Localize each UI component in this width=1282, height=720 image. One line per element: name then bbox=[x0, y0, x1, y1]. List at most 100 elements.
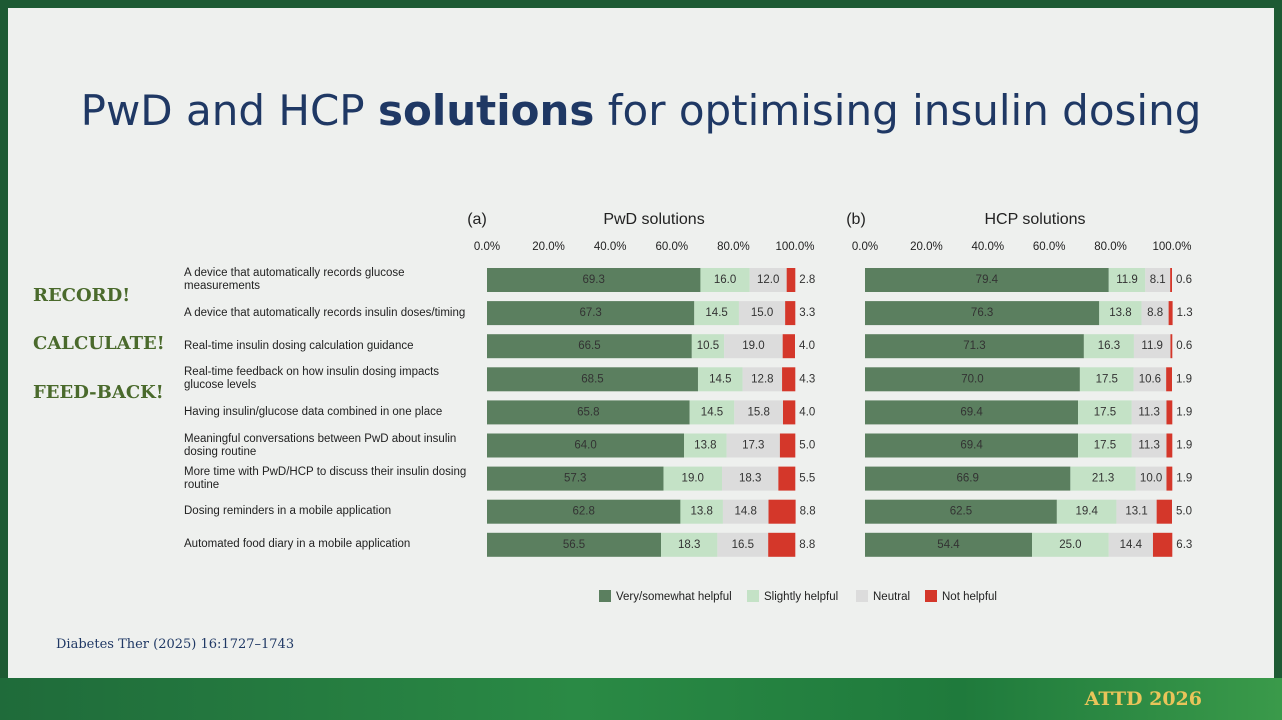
value-label: 69.3 bbox=[583, 274, 605, 286]
value-label: 16.0 bbox=[714, 274, 736, 286]
x-tick-label: 20.0% bbox=[910, 241, 943, 253]
value-label: 68.5 bbox=[581, 373, 603, 385]
value-label: 5.0 bbox=[799, 440, 815, 452]
chart-title: PwD solutions bbox=[603, 211, 704, 228]
x-tick-label: 80.0% bbox=[1094, 241, 1127, 253]
bar-segment bbox=[487, 499, 681, 524]
value-label: 17.5 bbox=[1094, 440, 1116, 452]
bar-segment bbox=[785, 301, 796, 326]
value-label: 14.8 bbox=[735, 506, 757, 518]
x-tick-label: 40.0% bbox=[594, 241, 627, 253]
bar-segment bbox=[680, 499, 723, 524]
panel-label: (a) bbox=[467, 211, 487, 228]
value-label: 1.9 bbox=[1176, 373, 1192, 385]
bar-segment bbox=[768, 499, 796, 524]
value-label: 57.3 bbox=[564, 473, 586, 485]
bar-segment bbox=[1141, 301, 1169, 326]
value-label: 76.3 bbox=[971, 307, 993, 319]
bar-segment bbox=[779, 433, 796, 458]
bar-segment bbox=[786, 268, 796, 292]
bar-segment bbox=[865, 433, 1079, 458]
value-label: 69.4 bbox=[960, 406, 983, 418]
bar-segment bbox=[865, 499, 1057, 524]
bar-segment bbox=[1099, 301, 1142, 326]
bar-segment bbox=[691, 334, 725, 359]
chart-title: HCP solutions bbox=[984, 211, 1085, 228]
category-label: Having insulin/glucose data combined in … bbox=[184, 405, 443, 418]
value-label: 66.5 bbox=[578, 340, 600, 352]
bar-segment bbox=[1083, 334, 1134, 359]
x-tick-label: 100.0% bbox=[775, 241, 814, 253]
value-label: 15.0 bbox=[751, 307, 773, 319]
bar-segment bbox=[1131, 400, 1167, 425]
value-label: 54.4 bbox=[937, 539, 960, 551]
value-label: 62.8 bbox=[573, 506, 595, 518]
bar-segment bbox=[865, 367, 1080, 392]
bar-segment bbox=[1166, 400, 1173, 425]
x-tick-label: 80.0% bbox=[717, 241, 750, 253]
value-label: 19.0 bbox=[742, 340, 764, 352]
category-label: Real-time insulin dosing calculation gui… bbox=[184, 339, 414, 352]
bar-segment bbox=[661, 532, 718, 557]
value-label: 14.4 bbox=[1120, 539, 1143, 551]
bar-segment bbox=[1078, 400, 1132, 425]
x-tick-label: 0.0% bbox=[852, 241, 878, 253]
bar-segment bbox=[1133, 334, 1171, 359]
legend-label: Slightly helpful bbox=[764, 591, 838, 603]
x-tick-label: 0.0% bbox=[474, 241, 500, 253]
legend-label: Neutral bbox=[873, 591, 910, 603]
value-label: 17.3 bbox=[742, 440, 764, 452]
bar-segment bbox=[722, 499, 769, 524]
bar-segment bbox=[865, 301, 1100, 326]
side-label: FEED-BACK! bbox=[33, 382, 164, 403]
value-label: 6.3 bbox=[1176, 539, 1192, 551]
bar-segment bbox=[717, 532, 769, 557]
bar-segment bbox=[1135, 466, 1167, 491]
category-label: Dosing reminders in a mobile application bbox=[184, 505, 392, 518]
legend-swatch bbox=[599, 590, 611, 602]
category-label: Meaningful conversations between PwD abo… bbox=[184, 432, 457, 458]
bar-segment bbox=[487, 466, 664, 491]
bar-segment bbox=[663, 466, 723, 491]
value-label: 1.9 bbox=[1176, 440, 1192, 452]
value-label: 10.6 bbox=[1139, 373, 1161, 385]
value-label: 1.9 bbox=[1176, 473, 1192, 485]
title-bold: solutions bbox=[377, 86, 595, 135]
bar-segment bbox=[734, 400, 783, 425]
bar-segment bbox=[689, 400, 735, 425]
value-label: 21.3 bbox=[1092, 473, 1114, 485]
value-label: 13.8 bbox=[690, 506, 712, 518]
bar-segment bbox=[1166, 466, 1173, 491]
bar-segment bbox=[782, 334, 795, 359]
bar-segment bbox=[782, 400, 796, 425]
bar-segment bbox=[1116, 499, 1157, 524]
bar-segment bbox=[684, 433, 727, 458]
value-label: 3.3 bbox=[799, 307, 815, 319]
value-label: 14.5 bbox=[701, 406, 723, 418]
value-label: 18.3 bbox=[678, 539, 700, 551]
value-label: 71.3 bbox=[963, 340, 985, 352]
value-label: 4.0 bbox=[799, 406, 815, 418]
category-label: A device that automatically records gluc… bbox=[184, 267, 405, 292]
bar-segment bbox=[1156, 499, 1172, 524]
value-label: 12.8 bbox=[751, 373, 773, 385]
value-label: 8.1 bbox=[1150, 274, 1166, 286]
value-label: 13.8 bbox=[694, 440, 716, 452]
bar-segment bbox=[865, 268, 1109, 292]
legend-swatch bbox=[925, 590, 937, 602]
slide-title: PwD and HCP solutions for optimising ins… bbox=[0, 86, 1282, 135]
bar-segment bbox=[865, 466, 1071, 491]
bar-segment bbox=[724, 334, 783, 359]
bar-segment bbox=[1133, 367, 1167, 392]
category-label: Automated food diary in a mobile applica… bbox=[184, 538, 411, 551]
panel-label: (b) bbox=[846, 211, 866, 228]
bar-segment bbox=[1166, 367, 1172, 392]
bar-segment bbox=[1079, 367, 1134, 392]
value-label: 16.3 bbox=[1098, 340, 1120, 352]
value-label: 4.3 bbox=[799, 373, 815, 385]
bar-segment bbox=[738, 301, 786, 326]
bar-segment bbox=[1108, 268, 1146, 292]
bar-segment bbox=[865, 532, 1033, 557]
category-label: A device that automatically records insu… bbox=[184, 306, 466, 319]
